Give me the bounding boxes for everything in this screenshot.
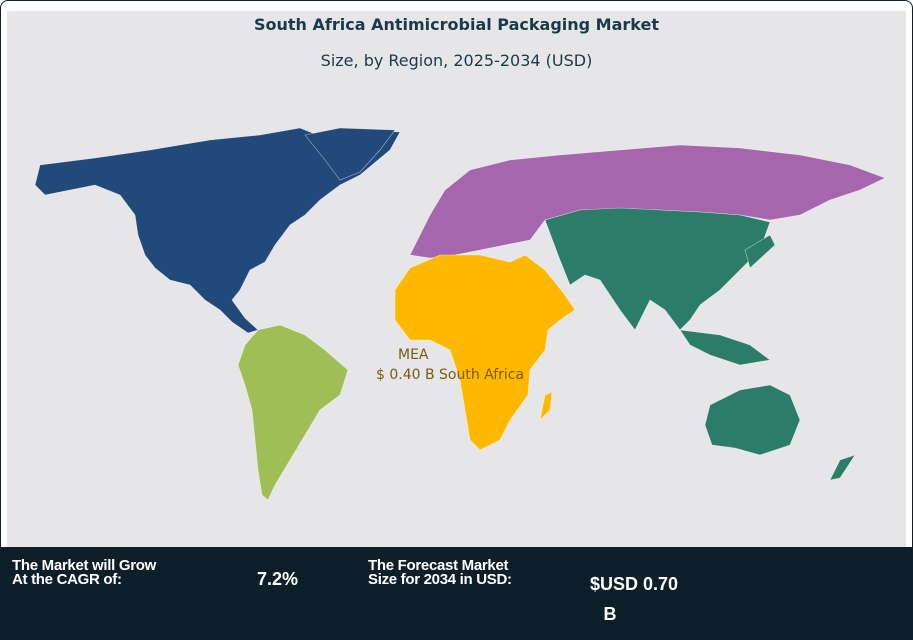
mea-label: MEA — [398, 347, 429, 363]
region-asia-pacific[interactable] — [544, 207, 771, 331]
cagr-value: 7.2% — [257, 569, 299, 589]
region-greenland[interactable] — [304, 127, 396, 181]
region-new-zealand[interactable] — [829, 454, 856, 481]
region-europe-russia[interactable] — [409, 144, 886, 259]
mea-value-label: $ 0.40 B South Africa — [376, 367, 525, 383]
region-south-america[interactable] — [237, 324, 349, 501]
summary-footer: The Market will Grow At the CAGR of: 7.2… — [0, 547, 913, 640]
region-mea[interactable] — [394, 254, 576, 451]
region-southeast-asia[interactable] — [679, 329, 771, 366]
chart-title: South Africa Antimicrobial Packaging Mar… — [254, 15, 659, 34]
forecast-label: The Forecast Market Size for 2034 in USD… — [368, 557, 512, 588]
region-australia[interactable] — [704, 384, 801, 456]
region-madagascar[interactable] — [539, 391, 553, 421]
region-japan[interactable] — [744, 234, 776, 269]
cagr-label: The Market will Grow At the CAGR of: — [12, 557, 157, 588]
chart-subtitle: Size, by Region, 2025-2034 (USD) — [320, 51, 593, 70]
forecast-value: $USD 0.70 B — [589, 574, 679, 624]
